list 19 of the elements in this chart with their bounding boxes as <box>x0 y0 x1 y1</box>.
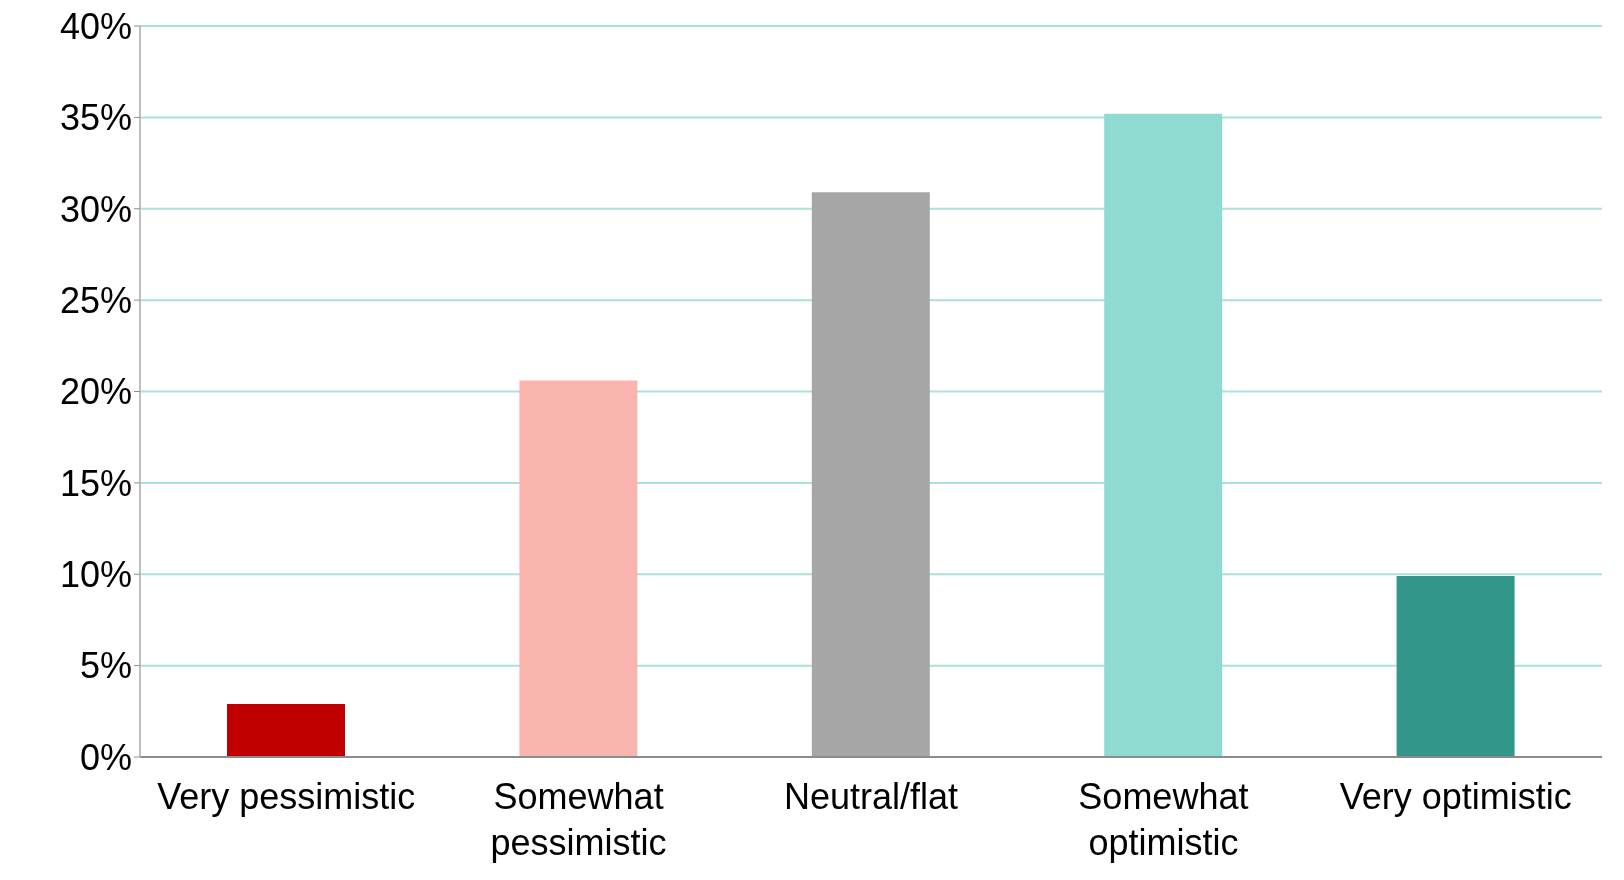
y-tick-label: 15% <box>59 462 132 504</box>
y-tick-label: 20% <box>59 371 132 413</box>
x-tick-label: Very pessimistic <box>157 776 416 817</box>
y-tick-label: 5% <box>79 645 132 687</box>
y-tick-label: 25% <box>59 279 132 321</box>
y-tick-label: 0% <box>79 736 132 778</box>
bar <box>1396 576 1515 757</box>
y-tick-label: 30% <box>59 188 132 230</box>
y-tick-label: 10% <box>59 554 132 596</box>
x-tick-label: Very optimistic <box>1339 776 1572 817</box>
y-tick-label: 40% <box>59 5 132 47</box>
x-tick-label: Neutral/flat <box>783 776 959 817</box>
bar <box>227 704 345 757</box>
bar <box>1104 113 1223 757</box>
bar <box>519 380 638 757</box>
x-tick-label: Somewhat pessimistic <box>490 776 667 863</box>
y-tick-label: 35% <box>59 97 132 139</box>
x-tick-label: Somewhat optimistic <box>1078 776 1249 863</box>
bar <box>811 192 930 757</box>
